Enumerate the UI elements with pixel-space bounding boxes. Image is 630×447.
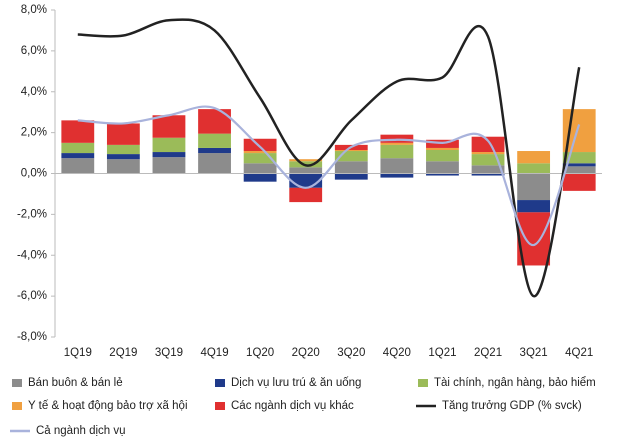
bar	[562, 163, 596, 167]
bar	[198, 153, 231, 174]
bar	[471, 152, 505, 155]
bar	[243, 153, 277, 164]
bar	[471, 165, 505, 174]
line	[77, 105, 581, 247]
bar	[106, 123, 140, 145]
bar	[198, 133, 231, 148]
bar	[562, 166, 596, 174]
bar	[426, 149, 459, 162]
bar	[61, 120, 95, 143]
bar	[380, 144, 414, 159]
bar	[289, 167, 323, 174]
y-tick-label: -4,0%	[17, 249, 47, 261]
x-tick-label: 1Q21	[428, 347, 456, 359]
y-tick-label: -6,0%	[17, 290, 47, 302]
bar	[517, 200, 551, 213]
bar	[426, 173, 459, 176]
legend-label: Tăng trưởng GDP (% svck)	[442, 400, 582, 412]
bar	[334, 161, 368, 174]
bar	[198, 109, 231, 134]
x-tick-label: 3Q20	[337, 347, 365, 359]
bar	[61, 158, 95, 174]
x-tick-label: 2Q20	[292, 347, 320, 359]
legend-swatch	[12, 379, 22, 387]
bar	[243, 163, 277, 174]
bar	[517, 173, 551, 201]
bar	[380, 142, 414, 145]
x-tick-label: 1Q19	[64, 347, 92, 359]
bar	[152, 152, 186, 158]
bar	[289, 159, 323, 162]
bar	[243, 173, 277, 182]
bar	[289, 187, 323, 203]
line	[77, 18, 581, 298]
bar	[106, 154, 140, 160]
x-tick-label: 2Q19	[109, 347, 137, 359]
bar	[380, 158, 414, 174]
x-tick-label: 1Q20	[246, 347, 274, 359]
bar	[517, 163, 551, 174]
bar	[471, 136, 505, 153]
bar	[152, 115, 186, 138]
legend-label: Cả ngành dịch vụ	[36, 425, 126, 437]
x-tick-label: 3Q19	[155, 347, 183, 359]
bar	[106, 159, 140, 174]
bar	[334, 149, 368, 152]
legend-label: Tài chính, ngân hàng, bảo hiểm	[434, 377, 596, 389]
legend-swatch	[12, 402, 22, 410]
bar	[426, 147, 459, 150]
bar	[334, 151, 368, 162]
bar	[243, 138, 277, 152]
y-tick-label: 6,0%	[21, 45, 47, 57]
x-tick-label: 4Q19	[200, 347, 228, 359]
bar	[426, 161, 459, 174]
legend-swatch	[215, 379, 225, 387]
bar	[198, 147, 231, 154]
bar	[562, 173, 596, 191]
x-tick-label: 3Q21	[520, 347, 548, 359]
legend-swatch	[215, 402, 225, 410]
x-tick-label: 4Q21	[565, 347, 593, 359]
y-tick-label: 2,0%	[21, 127, 47, 139]
bar	[471, 173, 505, 176]
legend-label: Y tế & hoạt động bảo trợ xã hội	[28, 400, 188, 412]
bar	[152, 137, 186, 153]
bar	[152, 157, 186, 174]
bar	[61, 153, 95, 159]
bar	[380, 173, 414, 178]
legend-label: Dịch vụ lưu trú & ăn uống	[231, 377, 361, 389]
y-tick-label: -8,0%	[17, 331, 47, 343]
x-tick-label: 4Q20	[383, 347, 411, 359]
y-tick-label: 4,0%	[21, 86, 47, 98]
bar	[471, 154, 505, 166]
bar	[562, 152, 596, 164]
y-tick-label: 0,0%	[21, 168, 47, 180]
bar	[517, 151, 551, 164]
y-tick-label: -2,0%	[17, 208, 47, 220]
x-tick-label: 2Q21	[474, 347, 502, 359]
bar	[106, 144, 140, 155]
bar	[334, 173, 368, 180]
legend-label: Bán buôn & bán lẻ	[28, 377, 123, 389]
legend-label: Các ngành dịch vụ khác	[231, 400, 354, 412]
bar	[289, 173, 323, 188]
bar	[61, 142, 95, 154]
y-tick-label: 8,0%	[21, 4, 47, 16]
bar	[243, 151, 277, 154]
legend-swatch	[418, 379, 428, 387]
